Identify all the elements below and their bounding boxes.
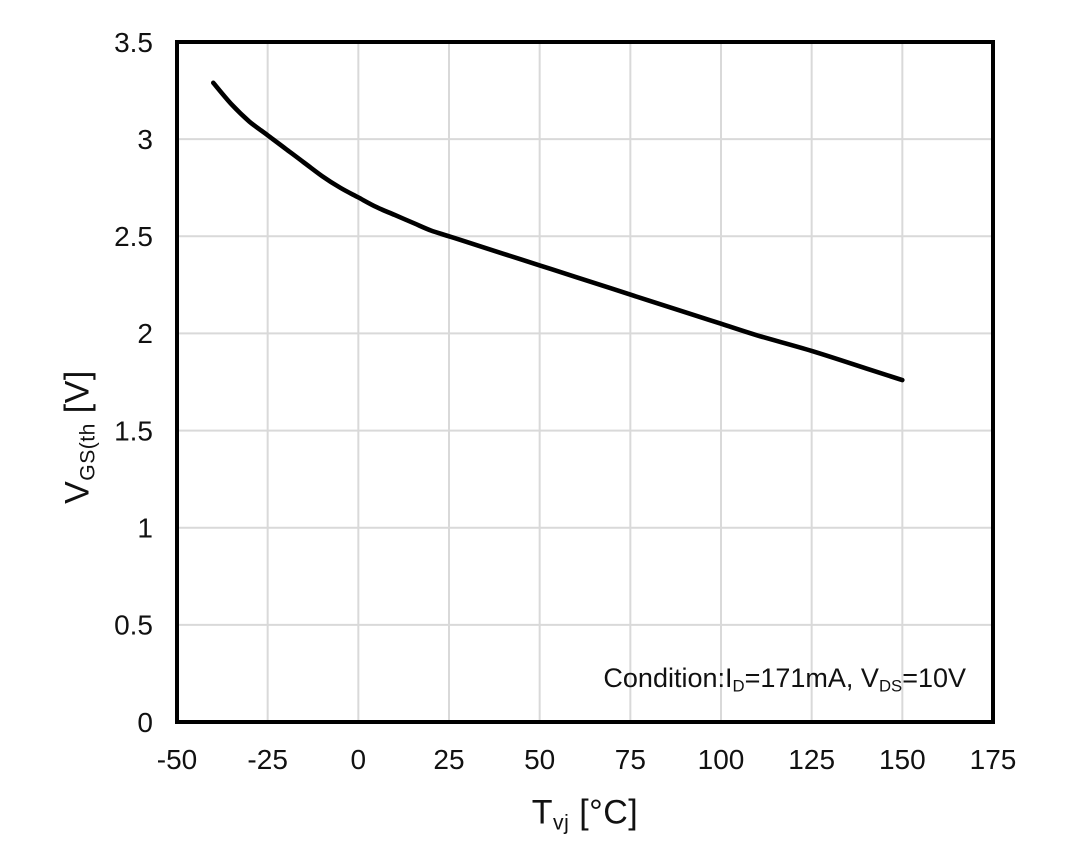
plot-frame <box>175 40 995 724</box>
x-axis-title-sub: vj <box>553 811 570 835</box>
y-axis-title: VGS(th [V] <box>58 370 100 504</box>
condition-annotation: Condition:ID=171mA, VDS=10V <box>603 663 966 696</box>
y-tick-label: 0 <box>137 707 153 738</box>
x-axis-title-main: T <box>531 793 554 832</box>
y-axis-title-sub: GS(th <box>76 423 100 481</box>
x-tick-label: 100 <box>698 744 745 775</box>
x-tick-label: 150 <box>879 744 926 775</box>
y-tick-label: 3.5 <box>114 27 153 58</box>
x-tick-label: 0 <box>351 744 367 775</box>
y-tick-label: 1.5 <box>114 415 153 446</box>
y-axis-title-unit: [V] <box>58 370 97 424</box>
x-axis-title: Tvj [°C] <box>531 793 639 835</box>
data-curve <box>211 80 905 383</box>
x-tick-label: 125 <box>788 744 835 775</box>
x-tick-label: -25 <box>247 744 287 775</box>
y-tick-label: 1 <box>137 513 153 544</box>
x-tick-label: 25 <box>433 744 464 775</box>
x-tick-label: 175 <box>970 744 1017 775</box>
condition-sub-1: D <box>732 676 745 696</box>
y-tick-label: 2 <box>137 318 153 349</box>
x-tick-label: -50 <box>157 744 197 775</box>
condition-text-1: Condition:I <box>603 663 733 693</box>
y-tick-label: 3 <box>137 124 153 155</box>
condition-sub-2: DS <box>878 676 903 696</box>
condition-text-3: =10V <box>902 663 966 693</box>
x-tick-label: 50 <box>524 744 555 775</box>
y-axis-title-main: V <box>58 480 97 504</box>
x-tick-label: 75 <box>615 744 646 775</box>
x-axis-title-unit: [°C] <box>569 793 639 832</box>
y-tick-label: 0.5 <box>114 610 153 641</box>
y-tick-label: 2.5 <box>114 221 153 252</box>
condition-text-2: =171mA, V <box>744 663 879 693</box>
